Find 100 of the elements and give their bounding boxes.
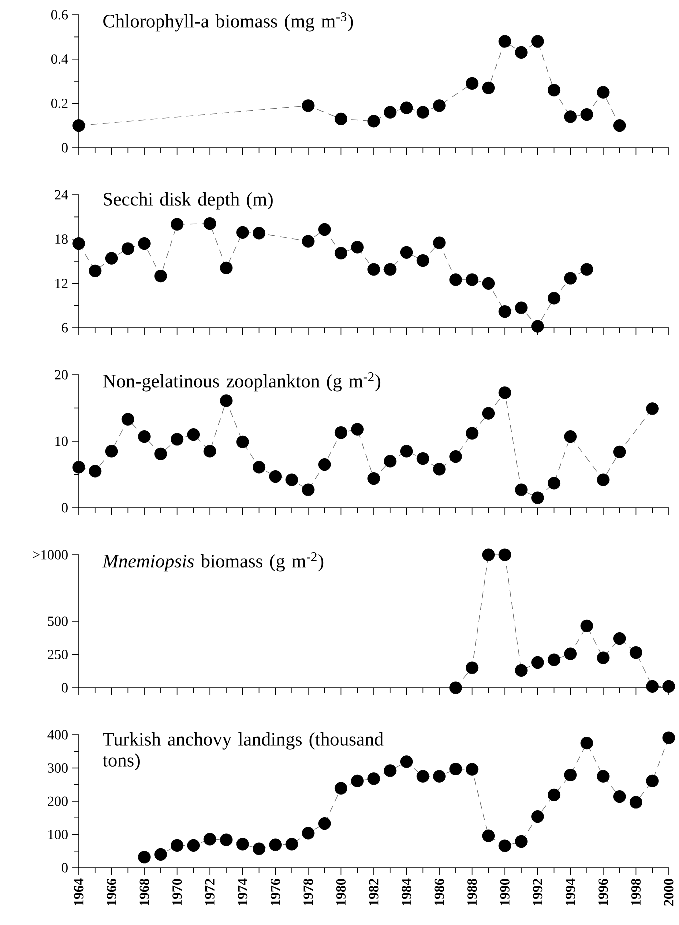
x-tick-label: 1986 (434, 878, 444, 906)
point (122, 413, 134, 426)
point (564, 272, 577, 285)
x-tick-label: 1964 (74, 878, 84, 906)
x-tick-label: 1996 (598, 878, 608, 906)
point (515, 664, 528, 678)
point (466, 274, 479, 286)
y-tick-label: 250 (48, 650, 68, 660)
point (286, 474, 298, 486)
point (318, 458, 332, 472)
point (515, 302, 528, 314)
point (236, 226, 250, 239)
point (498, 548, 512, 562)
y-tick-label: 100 (48, 830, 68, 840)
point (450, 762, 462, 776)
point (252, 461, 266, 474)
point (368, 115, 380, 128)
point (564, 110, 577, 124)
point (302, 235, 315, 248)
point (450, 450, 462, 464)
point (368, 263, 380, 276)
y-tick-label: >1000 (33, 550, 68, 560)
point (72, 237, 86, 250)
point (138, 851, 151, 864)
point (482, 830, 496, 842)
x-tick-label: 1976 (270, 878, 280, 906)
y-tick-label: 500 (48, 616, 68, 626)
y-tick-label: 400 (48, 730, 68, 740)
point (334, 782, 348, 795)
point (220, 262, 233, 274)
point (482, 548, 496, 562)
point (548, 788, 561, 802)
point (400, 102, 414, 114)
x-tick-label: 1980 (336, 879, 346, 906)
point (351, 241, 364, 254)
x-tick-label: 2000 (664, 879, 674, 906)
point (89, 465, 102, 478)
point (252, 227, 266, 240)
point (433, 463, 446, 476)
chart-title: Secchi disk depth (m) (104, 192, 273, 210)
point (154, 448, 168, 460)
point (597, 770, 610, 783)
point (400, 445, 414, 458)
point (368, 472, 380, 486)
point (580, 737, 594, 750)
point (482, 407, 496, 420)
point (171, 839, 184, 852)
point (433, 770, 446, 783)
point (384, 106, 397, 119)
point (154, 270, 168, 283)
y-tick-label: 20 (55, 370, 68, 380)
point (614, 790, 626, 804)
x-tick-label: 1972 (205, 879, 215, 906)
point (351, 423, 364, 436)
point (433, 236, 446, 250)
point (532, 656, 544, 670)
point (171, 433, 184, 446)
y-tick-label: 0 (62, 863, 68, 873)
point (252, 842, 266, 856)
point (400, 756, 414, 768)
point (302, 484, 315, 496)
y-tick-label: 6 (62, 323, 68, 333)
point (384, 764, 397, 778)
chart-title: Chlorophyll-a biomass (mg m$^{-3}$) (104, 12, 354, 32)
y-tick-label: 0.2 (52, 98, 68, 108)
point (334, 112, 348, 126)
point (433, 100, 446, 112)
point (318, 223, 332, 236)
point (466, 662, 479, 674)
point (548, 292, 561, 305)
point (72, 120, 86, 132)
point (548, 654, 561, 666)
point (630, 796, 643, 809)
y-tick-label: 10 (56, 436, 68, 446)
point (498, 305, 512, 318)
x-tick-label: 1978 (304, 878, 314, 906)
point (450, 682, 462, 694)
point (498, 35, 512, 48)
point (466, 427, 479, 440)
point (646, 402, 659, 416)
point (466, 763, 479, 776)
point (630, 646, 643, 660)
point (416, 106, 430, 119)
point (220, 834, 233, 846)
x-tick-label: 1970 (172, 879, 182, 906)
y-tick-label: 0 (62, 683, 68, 693)
x-tick-label: 1988 (468, 878, 478, 906)
point (564, 648, 577, 660)
x-tick-label: 1984 (402, 878, 412, 906)
point (597, 652, 610, 664)
point (368, 772, 380, 786)
point (548, 84, 561, 97)
point (580, 620, 594, 632)
point (466, 77, 479, 90)
y-tick-label: 300 (48, 764, 68, 773)
x-tick-label: 1990 (500, 879, 510, 906)
point (89, 264, 102, 278)
point (532, 492, 544, 504)
x-tick-label: 1994 (566, 878, 576, 906)
point (515, 835, 528, 848)
